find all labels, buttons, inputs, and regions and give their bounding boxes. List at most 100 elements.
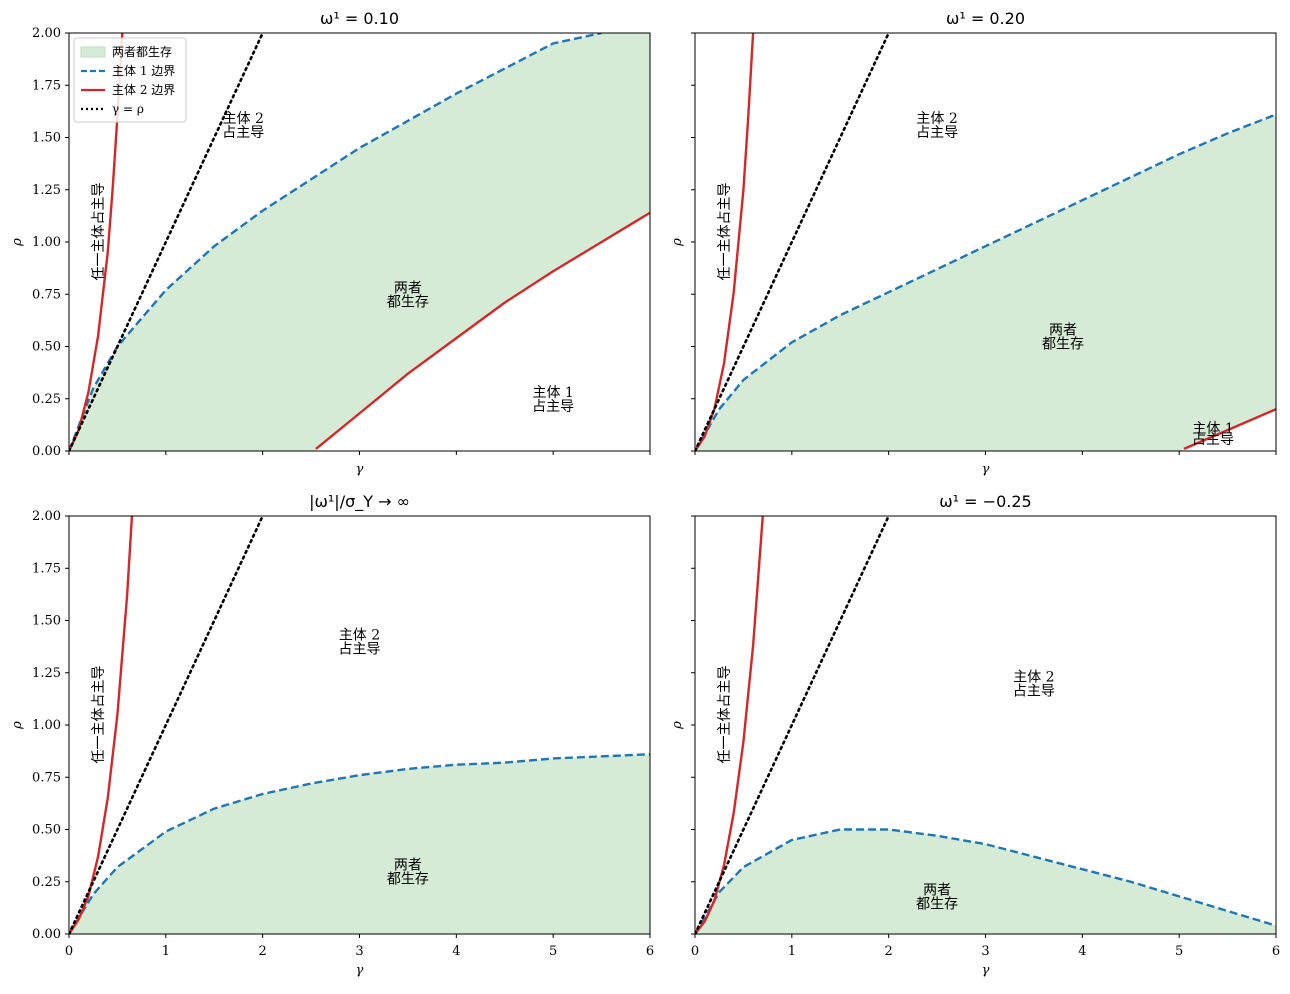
region-label: 都生存 xyxy=(1042,336,1084,352)
x-tick-label: 1 xyxy=(162,944,170,959)
y-tick-label: 1.75 xyxy=(32,561,61,576)
subplot-title: ω¹ = 0.10 xyxy=(320,9,399,28)
x-tick-label: 1 xyxy=(788,944,796,959)
y-tick-label: 1.50 xyxy=(32,131,61,146)
survival-region-fill xyxy=(695,114,1276,451)
series-line-3 xyxy=(695,516,890,934)
region-label: 两者 xyxy=(1049,322,1077,338)
x-tick-label: 4 xyxy=(452,944,460,959)
series-line-1 xyxy=(695,113,1276,451)
region-label: 主体 2 xyxy=(916,111,957,127)
plot-area xyxy=(69,516,650,934)
x-tick-label: 4 xyxy=(1078,944,1086,959)
region-label: 占主导 xyxy=(916,125,958,141)
y-tick-label: 1.25 xyxy=(32,666,61,681)
series-line-2 xyxy=(695,33,755,451)
x-axis-label: γ xyxy=(356,462,364,477)
region-label: 都生存 xyxy=(916,897,958,913)
x-tick-label: 5 xyxy=(1175,944,1183,959)
region-label: 主体 1 xyxy=(532,385,573,401)
series-line-3 xyxy=(315,211,650,450)
y-axis-label: ρ xyxy=(670,238,685,247)
region-label: 主体 2 xyxy=(223,111,264,127)
series-line-4 xyxy=(69,33,264,451)
legend-label: γ = ρ xyxy=(112,102,144,116)
y-tick-label: 0.50 xyxy=(32,823,61,838)
y-tick-label: 2.00 xyxy=(32,509,61,524)
x-axis-label: γ xyxy=(356,963,364,978)
subplot-title: ω¹ = 0.20 xyxy=(946,9,1025,28)
legend-swatch-fill xyxy=(80,46,106,58)
region-label: 主体 2 xyxy=(339,628,380,644)
region-label: 占主导 xyxy=(1192,432,1234,448)
region-label: 占主导 xyxy=(532,399,574,415)
subplot-title: ω¹ = −0.25 xyxy=(939,492,1031,511)
y-tick-label: 1.50 xyxy=(32,614,61,629)
legend-label: 主体 1 边界 xyxy=(112,64,175,78)
x-tick-label: 6 xyxy=(646,944,654,959)
y-tick-label: 2.00 xyxy=(32,26,61,41)
legend-box xyxy=(73,37,187,123)
x-tick-label: 6 xyxy=(1272,944,1280,959)
y-tick-label: 1.00 xyxy=(32,718,61,733)
series-line-3 xyxy=(69,516,264,934)
region-label-rotated: 任一主体占主导 xyxy=(717,183,733,281)
x-tick-label: 0 xyxy=(65,944,73,959)
y-tick-label: 0.25 xyxy=(32,392,61,407)
region-label: 占主导 xyxy=(1013,683,1055,699)
x-axis-label: γ xyxy=(982,462,990,477)
y-axis-label: ρ xyxy=(10,238,25,247)
subplot-title: |ω¹|/σ_Y → ∞ xyxy=(309,492,410,512)
y-axis-label: ρ xyxy=(10,721,25,730)
subplot-1: 0.00 0.25 0.50 0.75 1.00 1.25 1.50 1.75 2.00 γ ρ ω¹… xyxy=(10,9,651,477)
x-tick-label: 0 xyxy=(691,944,699,959)
region-label: 两者 xyxy=(923,883,951,899)
region-label-rotated: 任一主体占主导 xyxy=(91,666,107,764)
legend-label: 主体 2 边界 xyxy=(112,83,175,97)
series-line-4 xyxy=(695,33,890,451)
x-tick-label: 2 xyxy=(259,944,267,959)
legend-label: 两者都生存 xyxy=(112,45,172,59)
region-label: 都生存 xyxy=(387,872,429,888)
region-label: 主体 1 xyxy=(1192,421,1233,437)
plot-area xyxy=(69,33,650,451)
region-label: 主体 2 xyxy=(1013,669,1054,685)
subplot-3: 0.00 0.25 0.50 0.75 1.00 1.25 1.50 1.75 2.00 0 1 2 3… xyxy=(10,492,654,978)
y-tick-label: 0.00 xyxy=(32,444,61,459)
region-label-rotated: 任一主体占主导 xyxy=(717,666,733,764)
y-tick-label: 1.00 xyxy=(32,235,61,250)
region-label: 两者 xyxy=(394,281,422,297)
y-tick-label: 0.25 xyxy=(32,875,61,890)
series-line-3 xyxy=(1183,408,1276,451)
x-tick-label: 5 xyxy=(549,944,557,959)
y-tick-label: 0.50 xyxy=(32,340,61,355)
series-line-2 xyxy=(69,516,134,934)
series-line-2 xyxy=(695,516,764,934)
plot-area xyxy=(695,33,1276,451)
x-axis-label: γ xyxy=(982,963,990,978)
region-label: 两者 xyxy=(394,858,422,874)
region-label-rotated: 任一主体占主导 xyxy=(91,183,107,281)
series-line-1 xyxy=(69,753,650,934)
region-label: 占主导 xyxy=(339,642,381,658)
y-tick-label: 0.75 xyxy=(32,287,61,302)
series-line-2 xyxy=(69,33,124,451)
x-tick-label: 3 xyxy=(981,944,989,959)
x-tick-label: 3 xyxy=(355,944,363,959)
plot-area xyxy=(695,516,1276,934)
survival-region-fill xyxy=(695,829,1276,934)
region-label: 占主导 xyxy=(222,125,264,141)
y-tick-label: 0.75 xyxy=(32,770,61,785)
y-tick-label: 0.00 xyxy=(32,927,61,942)
region-label: 都生存 xyxy=(387,295,429,311)
y-tick-label: 1.25 xyxy=(32,183,61,198)
y-tick-label: 1.75 xyxy=(32,78,61,93)
survival-region-fill xyxy=(69,33,650,451)
y-axis-label: ρ xyxy=(670,721,685,730)
x-tick-label: 2 xyxy=(885,944,893,959)
survival-region-fill xyxy=(69,754,650,934)
